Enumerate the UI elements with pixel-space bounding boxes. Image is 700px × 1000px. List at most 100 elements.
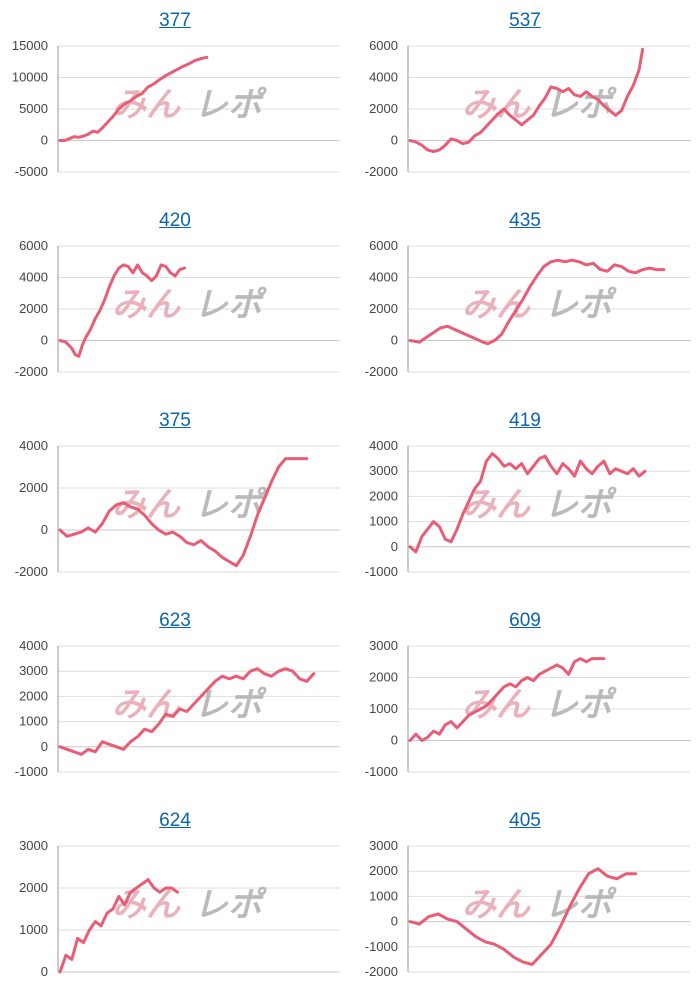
y-tick-label: 6000	[369, 238, 398, 253]
chart-svg: 3000 2000 1000 0 -1000 -2000 みん レポ	[365, 838, 690, 979]
series-line	[58, 55, 209, 142]
y-tick-label: -1000	[365, 764, 398, 779]
y-tick-label: 4000	[369, 270, 398, 285]
series-line	[408, 867, 638, 966]
series-line	[58, 457, 309, 568]
watermark-logo: みん レポ	[462, 686, 617, 724]
watermark-text-b: レポ	[544, 86, 617, 124]
y-tick-label: 2000	[19, 301, 48, 316]
chart-title-link[interactable]: 420	[159, 210, 191, 231]
series-line	[58, 667, 316, 756]
chart-title-link[interactable]: 537	[509, 10, 541, 31]
chart-panel: 420 6000 4000 2000 0 -2000 みん レポ	[0, 200, 350, 400]
watermark-text-b: レポ	[544, 486, 617, 524]
y-tick-label: 3000	[19, 838, 48, 853]
y-tick-label: 6000	[19, 238, 48, 253]
watermark-text-a: みん	[462, 686, 531, 724]
chart-panel: 435 6000 4000 2000 0 -2000 みん レポ	[350, 200, 700, 400]
chart-title-link[interactable]: 624	[159, 810, 191, 831]
y-tick-label: 2000	[369, 670, 398, 685]
y-tick-label: 2000	[19, 480, 48, 495]
watermark-text-a: みん	[112, 686, 181, 724]
watermark-logo: みん レポ	[462, 286, 617, 324]
y-tick-label: 3000	[369, 838, 398, 853]
y-tick-label: 10000	[12, 70, 48, 85]
y-tick-label: 1000	[369, 888, 398, 903]
y-tick-label: 3000	[369, 463, 398, 478]
y-tick-label: 2000	[369, 488, 398, 503]
y-tick-label: 6000	[369, 38, 398, 53]
chart-panel: 405 3000 2000 1000 0 -1000 -2000 みん レポ	[350, 800, 700, 1000]
y-tick-label: 0	[391, 539, 398, 554]
chart-panel: 609 3000 2000 1000 0 -1000 みん レポ	[350, 600, 700, 800]
watermark-text-b: レポ	[194, 886, 267, 924]
y-tick-label: 0	[391, 733, 398, 748]
y-tick-label: 0	[41, 333, 48, 348]
chart-title-link[interactable]: 405	[509, 810, 541, 831]
watermark-logo: みん レポ	[112, 686, 267, 724]
series-line	[408, 452, 647, 554]
y-tick-label: 15000	[12, 38, 48, 53]
y-tick-label: 4000	[19, 638, 48, 653]
y-tick-label: 0	[391, 914, 398, 929]
y-tick-label: 1000	[369, 514, 398, 529]
watermark-text-a: みん	[112, 886, 181, 924]
watermark-logo: みん レポ	[462, 886, 617, 924]
watermark-text-a: みん	[462, 886, 531, 924]
chart-svg: 4000 2000 0 -2000 みん レポ	[15, 438, 340, 579]
chart-svg: 3000 2000 1000 0 -1000 みん レポ	[365, 638, 690, 779]
y-tick-label: 0	[391, 133, 398, 148]
watermark-logo: みん レポ	[112, 286, 267, 324]
y-tick-label: 1000	[19, 922, 48, 937]
y-tick-label: 5000	[19, 101, 48, 116]
y-tick-label: 1000	[19, 714, 48, 729]
y-tick-label: 2000	[369, 863, 398, 878]
y-tick-label: 0	[41, 522, 48, 537]
y-tick-label: 3000	[19, 663, 48, 678]
y-tick-label: 4000	[19, 270, 48, 285]
chart-svg: 6000 4000 2000 0 -2000 みん レポ	[365, 38, 690, 179]
y-tick-label: 0	[41, 739, 48, 754]
chart-panel: 419 4000 3000 2000 1000 0 -1000 みん レポ	[350, 400, 700, 600]
watermark-text-a: みん	[112, 286, 181, 324]
watermark-text-a: みん	[462, 86, 531, 124]
watermark-logo: みん レポ	[462, 486, 617, 524]
chart-panel: 375 4000 2000 0 -2000 みん レポ	[0, 400, 350, 600]
chart-title-link[interactable]: 623	[159, 610, 191, 631]
y-tick-label: -2000	[15, 564, 48, 579]
chart-title-link[interactable]: 609	[509, 610, 541, 631]
watermark-text-b: レポ	[194, 86, 267, 124]
y-tick-label: 0	[41, 964, 48, 979]
y-tick-label: 2000	[369, 301, 398, 316]
chart-svg: 3000 2000 1000 0 みん レポ	[19, 838, 340, 979]
y-tick-label: -2000	[15, 364, 48, 379]
chart-title-link[interactable]: 375	[159, 410, 191, 431]
series-line	[58, 878, 179, 974]
watermark-text-b: レポ	[544, 886, 617, 924]
y-tick-label: -1000	[15, 764, 48, 779]
y-tick-label: 3000	[369, 638, 398, 653]
chart-svg: 4000 3000 2000 1000 0 -1000 みん レポ	[365, 438, 690, 579]
y-tick-label: 2000	[369, 101, 398, 116]
y-tick-label: 4000	[369, 438, 398, 453]
y-tick-label: -1000	[365, 564, 398, 579]
chart-panel: 377 15000 10000 5000 0 -5000 みん レポ	[0, 0, 350, 200]
y-tick-label: -5000	[15, 164, 48, 179]
y-tick-label: 4000	[19, 438, 48, 453]
watermark-text-b: レポ	[194, 486, 267, 524]
chart-title-link[interactable]: 435	[509, 210, 541, 231]
y-tick-label: 0	[41, 133, 48, 148]
series-line	[408, 47, 645, 153]
chart-title-link[interactable]: 419	[509, 410, 541, 431]
y-tick-label: 2000	[19, 880, 48, 895]
chart-svg: 4000 3000 2000 1000 0 -1000 みん レポ	[15, 638, 340, 779]
chart-panel: 537 6000 4000 2000 0 -2000 みん レポ	[350, 0, 700, 200]
series-line	[408, 258, 666, 346]
chart-title-link[interactable]: 377	[159, 10, 191, 31]
y-tick-label: 0	[391, 333, 398, 348]
chart-svg: 15000 10000 5000 0 -5000 みん レポ	[12, 38, 340, 179]
chart-svg: 6000 4000 2000 0 -2000 みん レポ	[15, 238, 340, 379]
watermark-logo: みん レポ	[112, 486, 267, 524]
series-line	[58, 263, 187, 358]
